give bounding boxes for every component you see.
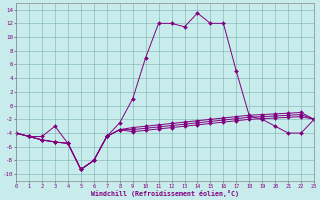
X-axis label: Windchill (Refroidissement éolien,°C): Windchill (Refroidissement éolien,°C) (91, 190, 239, 197)
